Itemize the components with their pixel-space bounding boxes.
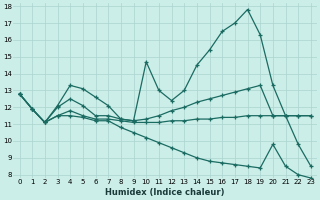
X-axis label: Humidex (Indice chaleur): Humidex (Indice chaleur) [106, 188, 225, 197]
